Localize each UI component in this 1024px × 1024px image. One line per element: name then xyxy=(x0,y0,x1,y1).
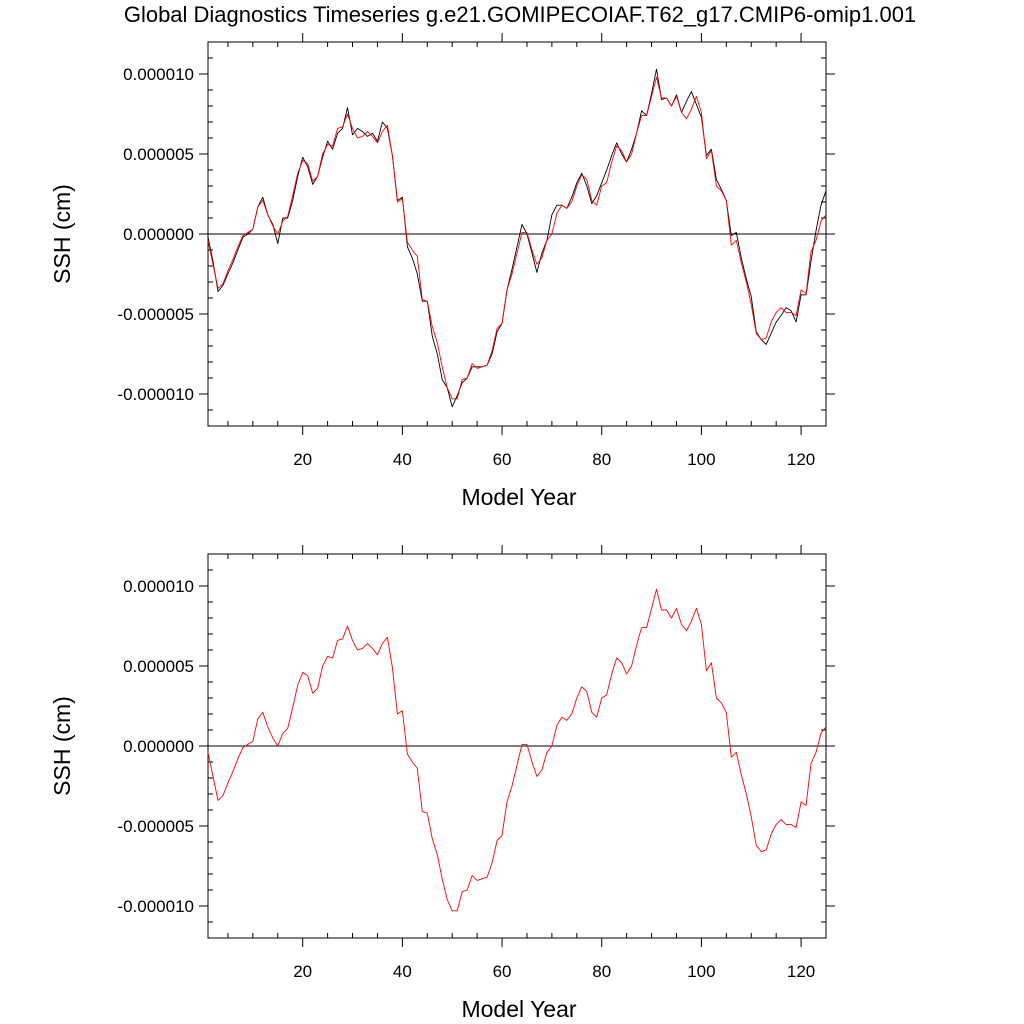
y-tick-label: 0.000005 xyxy=(123,657,194,676)
x-tick-label: 80 xyxy=(592,450,611,469)
y-tick-label: -0.000005 xyxy=(117,817,194,836)
x-tick-label: 40 xyxy=(393,450,412,469)
y-tick-label: 0.000000 xyxy=(123,225,194,244)
x-tick-label: 80 xyxy=(592,962,611,981)
y-tick-label: 0.000000 xyxy=(123,737,194,756)
y-axis-title: SSH (cm) xyxy=(49,696,75,796)
chart-panel-bottom: 20 40 60 80 100 120 0.000010 0.000005 0.000000 -0… xyxy=(49,545,835,1022)
x-axis-title: Model Year xyxy=(461,996,576,1022)
x-tick-label: 100 xyxy=(687,962,715,981)
x-tick-label: 120 xyxy=(787,450,815,469)
y-tick-label: 0.000005 xyxy=(123,145,194,164)
y-axis-title: SSH (cm) xyxy=(49,184,75,284)
y-tick-label: 0.000010 xyxy=(123,577,194,596)
x-tick-label: 20 xyxy=(293,962,312,981)
x-axis-title: Model Year xyxy=(461,484,576,510)
chart-panel-top: 20 40 60 80 100 120 0.000010 0.000005 0.000000 -0… xyxy=(49,33,835,510)
series-line-smoothed xyxy=(207,76,827,400)
figure-title: Global Diagnostics Timeseries g.e21.GOMI… xyxy=(123,2,917,27)
y-tick-label: 0.000010 xyxy=(123,65,194,84)
x-tick-label: 100 xyxy=(687,450,715,469)
x-tick-label: 40 xyxy=(393,962,412,981)
series-line-raw xyxy=(207,68,827,408)
x-tick-label: 60 xyxy=(493,450,512,469)
y-tick-label: -0.000010 xyxy=(117,897,194,916)
y-tick-label: -0.000010 xyxy=(117,385,194,404)
x-tick-label: 60 xyxy=(493,962,512,981)
x-tick-label: 20 xyxy=(293,450,312,469)
x-tick-label: 120 xyxy=(787,962,815,981)
series-line-smoothed xyxy=(207,588,827,912)
y-tick-label: -0.000005 xyxy=(117,305,194,324)
